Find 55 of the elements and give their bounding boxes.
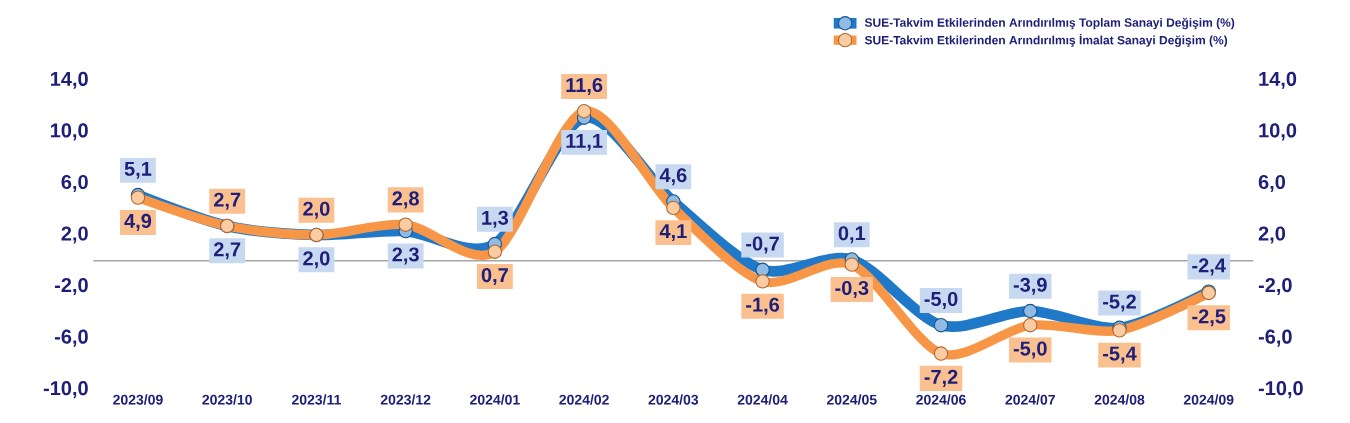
y2-tick-label: 14,0 xyxy=(1259,71,1297,89)
y2-tick-label: 6,0 xyxy=(1258,174,1286,192)
data-label: -2,5 xyxy=(1192,309,1226,327)
data-label: 4,9 xyxy=(124,213,152,231)
data-label: -3,9 xyxy=(1013,277,1047,295)
legend-label: SUE-Takvim Etkilerinden Arındırılmış Toplam Sanayi Değişim (%) xyxy=(864,17,1235,30)
data-label: 2,7 xyxy=(213,242,241,260)
data-label: 4,6 xyxy=(659,168,687,186)
data-label: -0,7 xyxy=(746,236,779,254)
y2-tick-label: -6,0 xyxy=(1258,329,1292,347)
y-tick-label: -6,0 xyxy=(54,329,88,347)
x-tick-label: 2024/09 xyxy=(1183,394,1234,405)
x-tick-label: 2024/06 xyxy=(916,394,966,405)
y2-tick-label: -10,0 xyxy=(1258,381,1303,399)
data-label: 0,1 xyxy=(838,226,866,244)
data-label: -5,0 xyxy=(924,291,958,309)
y-tick-label: -10,0 xyxy=(43,381,88,399)
data-label: 2,3 xyxy=(392,247,419,265)
y2-tick-label: 10,0 xyxy=(1259,123,1297,141)
x-tick-label: 2023/11 xyxy=(291,394,341,405)
data-label: -7,2 xyxy=(924,369,958,387)
data-label: -5,4 xyxy=(1103,346,1137,364)
x-tick-label: 2023/12 xyxy=(380,394,431,405)
data-label: -0,3 xyxy=(835,280,869,298)
data-label: 1,3 xyxy=(482,210,509,228)
data-label: -5,2 xyxy=(1103,294,1136,312)
data-label: 0,7 xyxy=(481,268,508,286)
data-label: 11,6 xyxy=(566,77,603,95)
y-tick-label: 6,0 xyxy=(61,174,88,192)
x-tick-label: 2023/09 xyxy=(113,394,163,405)
x-tick-label: 2024/04 xyxy=(737,394,788,405)
data-label: 2,7 xyxy=(213,192,241,210)
y-tick-label: 2,0 xyxy=(61,226,88,244)
data-label: 4,1 xyxy=(659,224,687,242)
x-tick-label: 2024/03 xyxy=(648,394,699,405)
data-label: 2,0 xyxy=(303,251,330,269)
y2-tick-label: 2,0 xyxy=(1258,226,1286,244)
data-label: 5,1 xyxy=(124,161,152,179)
y2-tick-label: -2,0 xyxy=(1258,278,1292,296)
x-tick-label: 2024/08 xyxy=(1094,394,1145,405)
data-label: -5,0 xyxy=(1013,341,1047,359)
data-label: 2,8 xyxy=(392,191,419,209)
y-tick-label: 10,0 xyxy=(50,123,88,141)
y-tick-label: -2,0 xyxy=(54,278,88,296)
data-label: -2,4 xyxy=(1192,258,1226,276)
legend-label: SUE-Takvim Etkilerinden Arındırılmış İmalat Sanayi Değişim (%) xyxy=(864,34,1228,47)
x-tick-label: 2024/05 xyxy=(826,394,877,405)
x-tick-label: 2024/02 xyxy=(559,394,609,405)
x-tick-label: 2024/01 xyxy=(470,394,520,405)
y-tick-label: 14,0 xyxy=(50,71,88,89)
data-label: -1,6 xyxy=(746,297,780,315)
data-label: 11,1 xyxy=(566,133,603,151)
data-label: 2,0 xyxy=(303,201,330,219)
x-tick-label: 2024/07 xyxy=(1005,394,1055,405)
x-tick-label: 2023/10 xyxy=(202,394,252,405)
